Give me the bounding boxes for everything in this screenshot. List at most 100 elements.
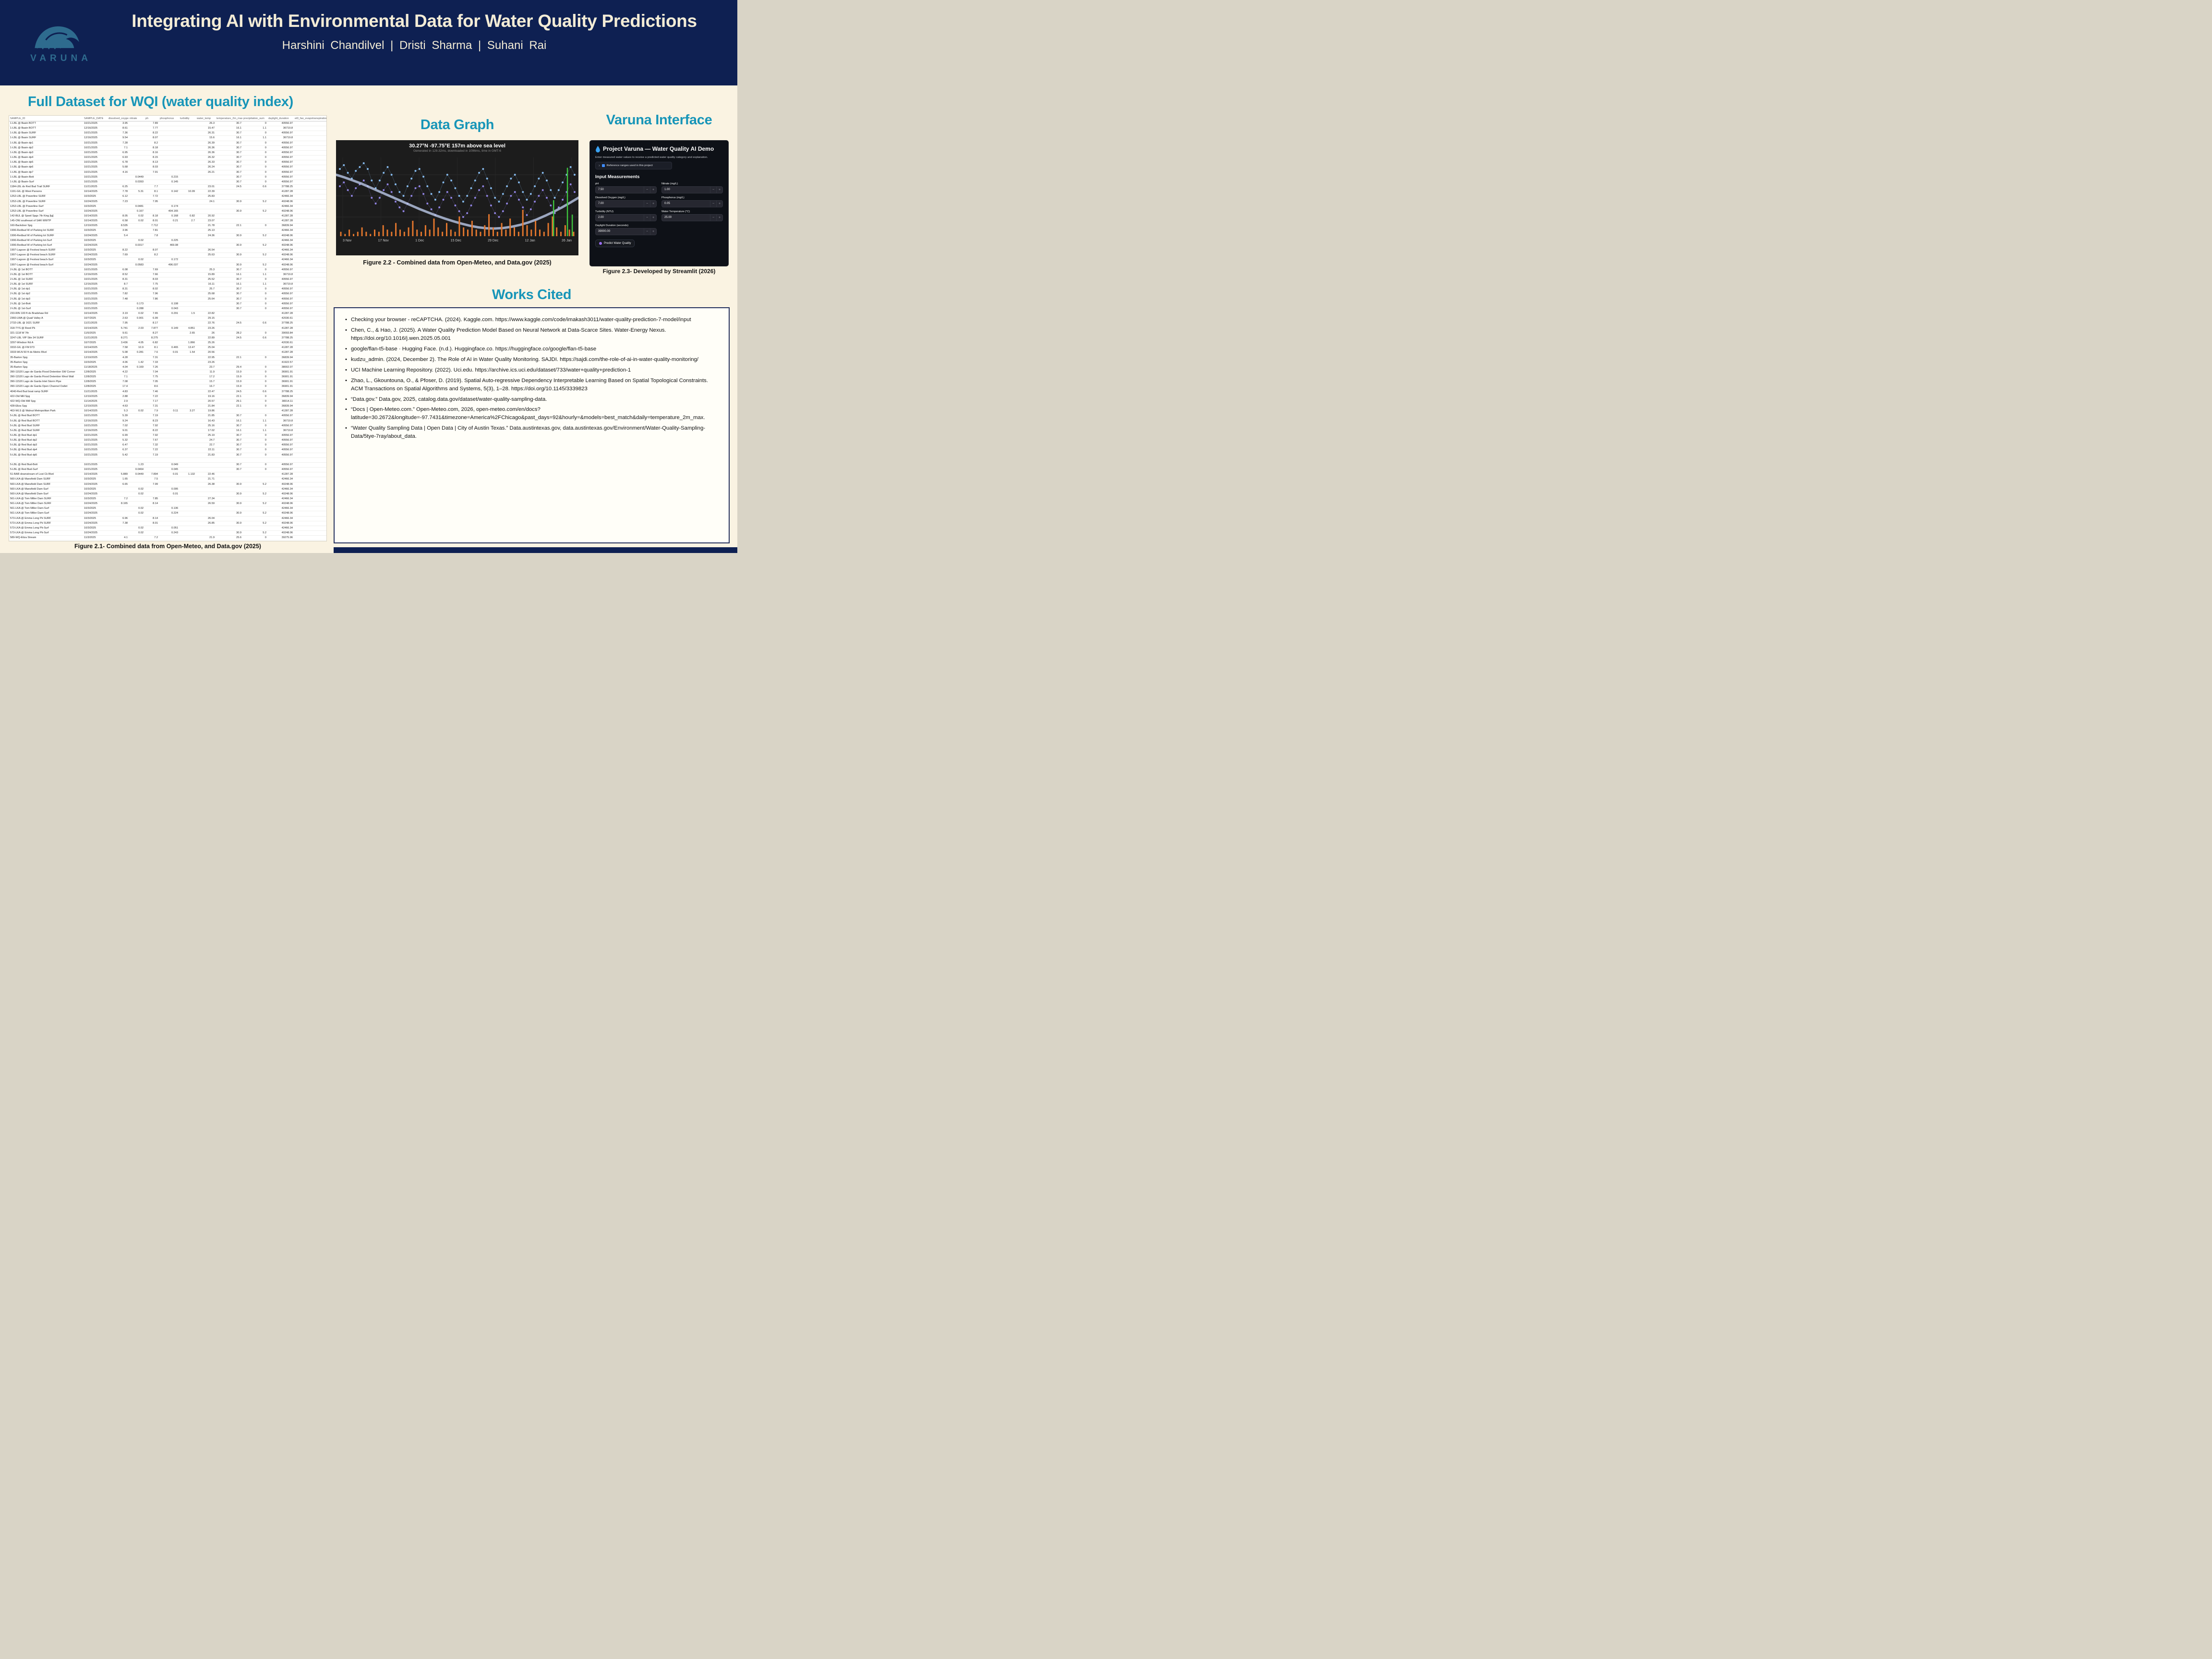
- field-label: Nitrate (mg/L): [661, 182, 678, 185]
- table-row: 2-LBL @ 1st dp3 10/21/2025 7.48 7.86 25.64 30…: [9, 297, 326, 302]
- number-input[interactable]: 2.00 − +: [595, 214, 657, 221]
- column-header: water_temp: [196, 116, 216, 121]
- table-row: 561-LKA @ Tom Miller Dam SURF 10/24/2025 8…: [9, 501, 326, 507]
- field-label: pH: [595, 182, 599, 185]
- citation: kudzu_admin. (2024, December 2). The Rol…: [344, 356, 719, 364]
- column-header: et0_fao_evapotranspiration: [294, 116, 326, 121]
- number-input[interactable]: 0.05 − +: [661, 200, 723, 207]
- predict-water-quality-button[interactable]: Predict Water Quality: [595, 240, 635, 247]
- increment-button[interactable]: +: [716, 201, 722, 207]
- table-row: 5-LBL @ Red Bud dp3 10/21/2025 6.47 7.32 22.…: [9, 443, 326, 448]
- column-header: daylight_duration: [267, 116, 294, 121]
- citation: google/flan-t5-base · Hugging Face. (n.d…: [344, 345, 719, 353]
- field-label: Daylight Duration (seconds): [595, 224, 629, 227]
- decrement-button[interactable]: −: [710, 187, 716, 193]
- table-row: 390-11520 Lago de Garda Inlet Storm Pipe…: [9, 379, 326, 385]
- header-text-block: Integrating AI with Environmental Data f…: [113, 11, 716, 52]
- varuna-logo: VARUNA: [11, 3, 111, 83]
- column-header: precipitation_sum: [242, 116, 267, 121]
- wave-logo-icon: [35, 26, 79, 49]
- book-icon: [601, 164, 605, 167]
- x-tick-label: 29 Dec: [488, 239, 499, 242]
- table-row: 422-WQ-Old Mill Spg 11/14/2025 2.9 7.17 20.5…: [9, 399, 326, 405]
- increment-button[interactable]: +: [650, 228, 656, 235]
- reference-ranges-expander[interactable]: › Reference ranges used in this project: [595, 162, 673, 169]
- table-row: 561-LKA @ Tom Miller Dam SURF 10/3/2025 7.…: [9, 496, 326, 502]
- citation: “Water Quality Sampling Data | Open Data…: [344, 424, 719, 441]
- table-row: 1252-LBL @ Powerline-Surf 10/3/2025 0.0481…: [9, 204, 326, 209]
- table-row: 233-RIN 100 ft ds Bradshaw Rd 10/14/2025 3…: [9, 311, 326, 317]
- increment-button[interactable]: +: [716, 215, 722, 221]
- decrement-button[interactable]: −: [644, 187, 650, 193]
- decrement-button[interactable]: −: [710, 215, 716, 221]
- table-row: 1-LBL @ Basin-Bott 10/21/2025 0.0449 0.215 3…: [9, 175, 326, 180]
- poster: VARUNA Integrating AI with Environmental…: [0, 0, 737, 553]
- citation: “Docs | Open-Meteo.com.” Open-Meteo.com,…: [344, 406, 719, 422]
- table-row: 318-TYS @ Reed Pk 10/14/2025 5.741 2.03 7.87…: [9, 326, 326, 331]
- authors-line: Harshini Chandilvel | Dristi Sharma | Su…: [282, 38, 547, 52]
- increment-button[interactable]: +: [650, 187, 656, 193]
- decrement-button[interactable]: −: [644, 228, 650, 235]
- table-row: 4040-Red Bud boat ramp SURF 11/21/2025 4.8…: [9, 389, 326, 395]
- input-field: Nitrate (mg/L) 1.00 − +: [661, 182, 723, 193]
- table-row: 321-1118 W 7th 11/5/2025 9.61 8.27 2.65 26 28.…: [9, 331, 326, 336]
- input-measurements-title: Input Measurements: [595, 174, 640, 180]
- number-input[interactable]: 25.00 − +: [661, 214, 723, 221]
- field-value: 0.05: [664, 202, 670, 205]
- table-row: 560-LKA @ Mansfield Dam SURF 10/3/2025 1.6…: [9, 477, 326, 482]
- table-row: 2-LBL @ 1st-Surf 10/21/2025 0.288 0.043 30.7…: [9, 306, 326, 312]
- field-value: 2.00: [598, 216, 604, 219]
- crystal-ball-icon: [599, 242, 602, 245]
- citation: Zhao, L., Gkountouna, O., & Pfoser, D. (…: [344, 377, 719, 393]
- table-row: 1191-GIL @ West Parsons 10/14/2025 7.78 5.3…: [9, 189, 326, 195]
- x-tick-label: 1 Dec: [415, 239, 424, 242]
- number-input[interactable]: 39000.00 − +: [595, 228, 657, 235]
- table-row: [9, 457, 326, 463]
- table-row: 5-LBL @ Red Bud dp2 10/21/2025 5.32 7.67 24.…: [9, 438, 326, 444]
- table-row: 5-LBL @ Red Bud-Surf 10/21/2025 0.0464 0.04…: [9, 467, 326, 473]
- table-row: 1252-LBL @ Powerline-Surf 10/24/2025 0.167…: [9, 209, 326, 214]
- number-input[interactable]: 1.00 − +: [661, 186, 723, 193]
- input-field: Turbidity (NTU) 2.00 − +: [595, 210, 657, 221]
- input-field: pH 7.50 − +: [595, 182, 657, 193]
- table-row: 573-LKA @ Emma Long Pk-Surf 10/3/2025 0.02…: [9, 526, 326, 531]
- table-row: 1997-Lagoon @ Festival beach-Surf 10/24/2…: [9, 263, 326, 268]
- table-row: 2-LBL @ 1st BOTT 10/21/2025 6.08 7.69 25.3 30…: [9, 267, 326, 273]
- x-tick-label: 17 Nov: [378, 239, 389, 242]
- table-row: 463-WLS @ Walnut Metropolitan Park 10/14/…: [9, 409, 326, 414]
- x-tick-label: 12 Jan: [525, 239, 535, 242]
- table-row: 1-LBL @ Basin dp6 10/21/2025 5.68 8.03 26.24…: [9, 165, 326, 170]
- decrement-button[interactable]: −: [710, 201, 716, 207]
- x-tick-label: 3 Nov: [343, 239, 352, 242]
- table-row: 2-LBL @ 1st dp2 10/21/2025 7.82 7.96 25.68 30…: [9, 291, 326, 297]
- streamlit-app-figure: Project Varuna — Water Quality AI Demo E…: [589, 140, 729, 266]
- figure-2-3-caption: Figure 2.3- Developed by Streamlit (2026…: [602, 268, 716, 275]
- figure-2-2-caption: Figure 2.2 - Combined data from Open-Met…: [363, 259, 552, 266]
- table-row: 51-BAR downstream of Lost Ck Blvd 10/14/2…: [9, 472, 326, 478]
- dataset-table-figure: SAMPLE_ID SAMPLE_DATE dissolved_oxygen nitr…: [9, 115, 327, 541]
- table-row: 2-LBL @ 1st BOTT 12/16/2025 8.52 7.66 15.89 1…: [9, 272, 326, 278]
- increment-button[interactable]: +: [650, 215, 656, 221]
- citation: Chen, C., & Hao, J. (2025). A Water Qual…: [344, 326, 719, 343]
- input-field: Dissolved Oxygen (mg/L) 7.00 − +: [595, 196, 657, 207]
- input-field: Water Temperature (°C) 25.00 − +: [661, 210, 723, 221]
- table-row: 1-LBL @ Basin-Surf 10/21/2025 0.0393 0.145 3…: [9, 180, 326, 185]
- field-value: 1.00: [664, 188, 670, 191]
- number-input[interactable]: 7.00 − +: [595, 200, 657, 207]
- field-value: 7.50: [598, 188, 604, 191]
- citations-list: Checking your browser - reCAPTCHA. (2024…: [344, 316, 719, 441]
- chart-subtitle: Generated in 129.32ms, downloaded in 109…: [413, 149, 501, 153]
- column-header: phosphorus: [159, 116, 179, 121]
- app-description: Enter measured water values to receive a…: [595, 156, 708, 159]
- increment-button[interactable]: +: [650, 201, 656, 207]
- number-input[interactable]: 7.50 − +: [595, 186, 657, 193]
- footer-accent-bar: [334, 547, 737, 553]
- decrement-button[interactable]: −: [644, 201, 650, 207]
- app-title: Project Varuna — Water Quality AI Demo: [603, 145, 714, 152]
- table-row: 573-LKA @ Emma Long Pk SURF 10/24/2025 7.3…: [9, 521, 326, 526]
- column-header: temperature_2m_max: [216, 116, 242, 121]
- decrement-button[interactable]: −: [644, 215, 650, 221]
- increment-button[interactable]: +: [716, 187, 722, 193]
- table-row: 5-LBL @ Red Bud dp5 10/21/2025 5.42 7.19 21.…: [9, 453, 326, 458]
- table-row: 1-LBL @ Basin dp2 10/21/2025 7.1 8.18 26.36 3…: [9, 145, 326, 151]
